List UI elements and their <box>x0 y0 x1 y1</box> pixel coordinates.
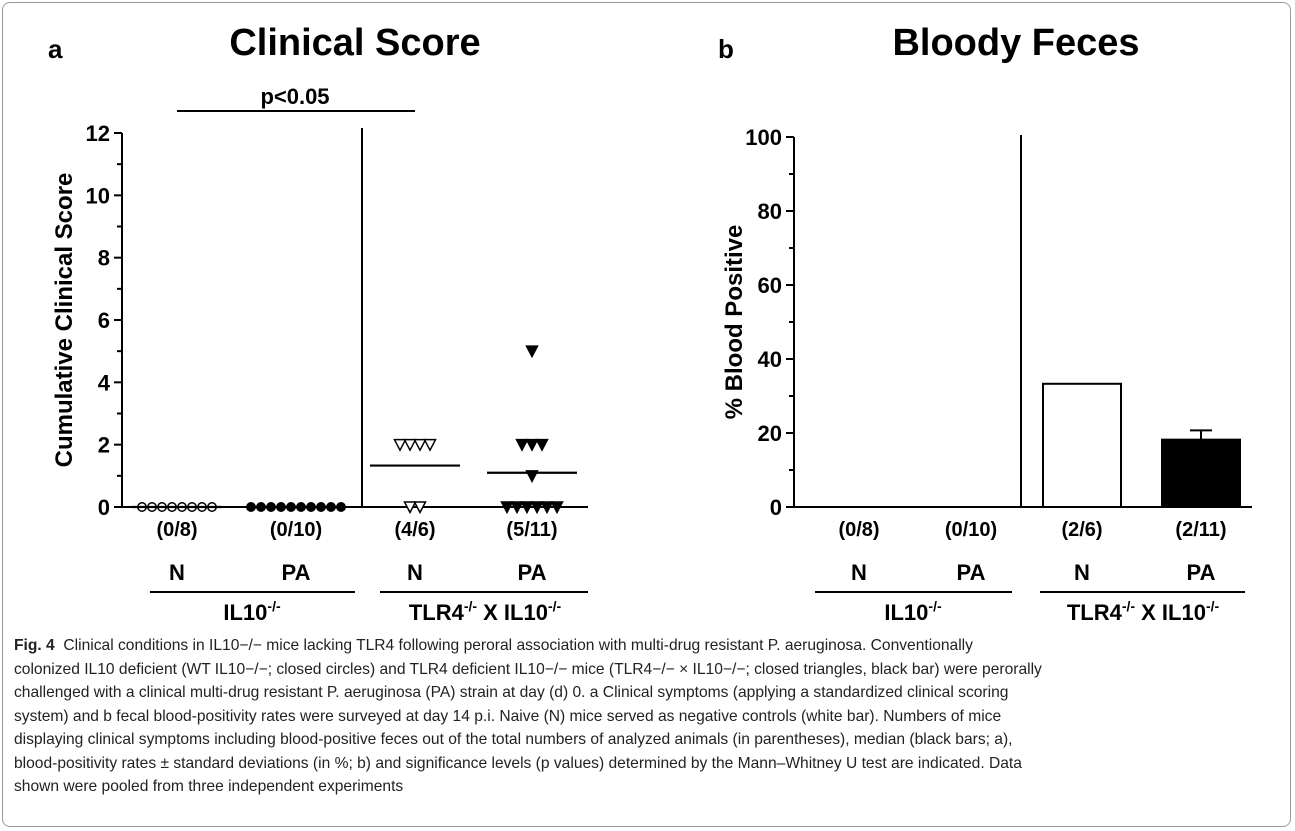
panel-a-title: Clinical Score <box>229 22 480 64</box>
panel-a-ratio-label: (0/10) <box>270 519 322 541</box>
caption-line-5: displaying clinical symptoms including b… <box>14 731 1013 748</box>
panel-a-strain-label: TLR4-/- X IL10-/- <box>409 598 562 625</box>
panel-a-clinical-score: a Clinical Score Cumulative Clinical Score… <box>48 22 588 625</box>
panel-a-data-point <box>530 501 544 515</box>
panel-a-data-point <box>403 438 417 452</box>
panel-a-data-point <box>525 345 539 359</box>
panel-b-bloody-feces: b Bloody Feces % Blood Positive 0 20 40 60 80 10… <box>718 22 1252 625</box>
panel-a-y-tick-label: 10 <box>86 183 110 208</box>
panel-a-letter: a <box>48 34 63 64</box>
panel-a-data-point <box>550 501 564 515</box>
panel-b-ratio-label: (2/11) <box>1175 519 1226 541</box>
panel-b-ratio-label: (0/10) <box>945 519 997 541</box>
caption-line-3: challenged with a clinical multi-drug re… <box>14 684 1009 701</box>
panel-a-data-point <box>413 501 427 515</box>
panel-b-strain-label: TLR4-/- X IL10-/- <box>1067 598 1220 625</box>
panel-b-treatment-label: PA <box>957 560 986 585</box>
panel-a-strain-label: IL10-/- <box>223 598 281 625</box>
panel-a-treatment-label: PA <box>518 560 547 585</box>
panel-a-ratio-label: (5/11) <box>506 519 557 541</box>
caption-line-2: colonized IL10 deficient (WT IL10−/−; cl… <box>14 660 1042 678</box>
panel-b-y-tick-label: 80 <box>758 199 782 224</box>
panel-a-ratio-label: (4/6) <box>394 519 435 541</box>
panel-b-y-tick-label: 40 <box>758 347 782 372</box>
panel-a-treatment-label: PA <box>282 560 311 585</box>
panel-b-bar <box>1042 382 1122 509</box>
panel-a-y-tick-label: 8 <box>98 246 110 271</box>
panel-a-y-tick-label: 6 <box>98 308 110 333</box>
panel-b-y-tick-label: 100 <box>745 125 782 150</box>
panel-a-data-point <box>515 438 529 452</box>
panel-a-data-point <box>500 501 514 515</box>
panel-a-data-point <box>403 501 417 515</box>
panel-a-ratio-label: (0/8) <box>156 519 197 541</box>
panel-a-data-point <box>525 438 539 452</box>
caption-line-4: system) and b fecal blood-positivity rat… <box>14 707 1002 725</box>
panel-b-y-tick-label: 20 <box>758 421 782 446</box>
panel-a-data-point <box>423 438 437 452</box>
panel-b-treatment-label: PA <box>1187 560 1216 585</box>
caption-text-1: Clinical conditions in IL10−/− mice lack… <box>63 637 973 654</box>
panel-b-y-tick-label: 0 <box>770 495 782 520</box>
panel-a-y-axis-label: Cumulative Clinical Score <box>51 173 78 468</box>
panel-b-bar <box>1161 438 1241 508</box>
panel-b-strain-label: IL10-/- <box>884 598 942 625</box>
panel-a-treatment-label: N <box>407 560 423 585</box>
panel-b-treatment-label: N <box>1074 560 1090 585</box>
panel-a-y-tick-label: 4 <box>98 370 111 395</box>
caption-line-6: blood-positivity rates ± standard deviat… <box>14 754 1022 772</box>
panel-a-treatment-label: N <box>169 560 185 585</box>
panel-a-data-point <box>393 438 407 452</box>
panel-a-data-point <box>413 438 427 452</box>
panel-b-y-tick-label: 60 <box>758 273 782 298</box>
panel-a-data-point <box>540 501 554 515</box>
caption-fig-label: Fig. 4 <box>14 637 55 654</box>
panel-a-data-point <box>520 501 534 515</box>
panel-a-y-tick-label: 0 <box>98 495 110 520</box>
panel-a-data-point <box>510 501 524 515</box>
panel-b-treatment-label: N <box>851 560 867 585</box>
caption-line-1: Fig. 4 Clinical conditions in IL10−/− mi… <box>14 634 1276 658</box>
figure-caption: Fig. 4 Clinical conditions in IL10−/− mi… <box>14 634 1276 799</box>
caption-line-7: shown were pooled from three independent… <box>14 778 404 795</box>
panel-b-ratio-label: (2/6) <box>1061 519 1102 541</box>
panel-a-data-point <box>535 438 549 452</box>
panel-a-significance-label: p<0.05 <box>260 84 329 109</box>
panel-a-y-tick-label: 12 <box>86 121 110 146</box>
panel-b-ratio-label: (0/8) <box>838 519 879 541</box>
panel-b-title: Bloody Feces <box>892 22 1139 64</box>
panel-b-letter: b <box>718 34 734 64</box>
panel-a-y-tick-label: 2 <box>98 433 110 458</box>
panel-b-y-axis-label: % Blood Positive <box>721 225 748 420</box>
figure-panels: a Clinical Score Cumulative Clinical Score… <box>48 22 1252 625</box>
